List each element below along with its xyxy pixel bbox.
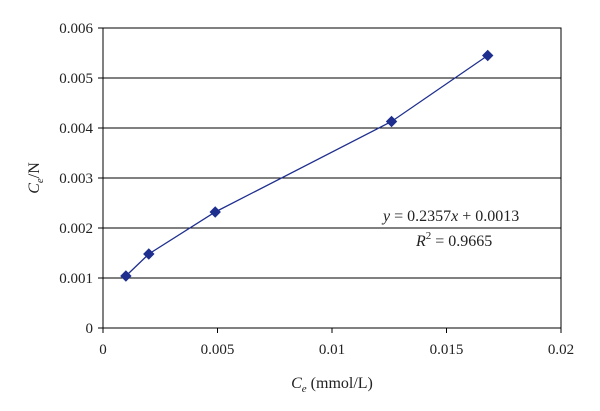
regression-equation: y = 0.2357x + 0.0013: [381, 208, 519, 225]
x-tick-label: 0.02: [548, 342, 574, 358]
data-point: [482, 49, 494, 62]
x-tick-label: 0.005: [201, 342, 235, 358]
x-tick-label: 0: [99, 342, 107, 358]
data-point: [143, 248, 155, 260]
grid-lines: [103, 77, 561, 279]
data-point: [385, 115, 398, 128]
y-axis-ticks: 0 0.001 0.002 0.003 0.004 0.005 0.006: [59, 21, 103, 337]
data-point: [120, 270, 132, 282]
x-tick-label: 0.015: [430, 342, 464, 358]
y-tick-label: 0.003: [59, 171, 93, 187]
x-axis-title: Ce (mmol/L): [291, 375, 373, 395]
y-tick-label: 0.004: [59, 121, 93, 137]
y-axis-title: Ce/N: [26, 162, 46, 194]
r-squared-label: R2 = 0.9665: [415, 230, 492, 250]
y-tick-label: 0.006: [59, 21, 93, 37]
y-tick-label: 0.001: [59, 271, 93, 287]
series-group: [120, 49, 494, 282]
x-axis-ticks: 0 0.005 0.01 0.015 0.02: [99, 328, 574, 358]
y-tick-label: 0: [86, 321, 94, 337]
y-tick-label: 0.005: [59, 71, 93, 87]
data-point: [209, 206, 221, 218]
x-tick-label: 0.01: [319, 342, 345, 358]
y-tick-label: 0.002: [59, 221, 93, 237]
